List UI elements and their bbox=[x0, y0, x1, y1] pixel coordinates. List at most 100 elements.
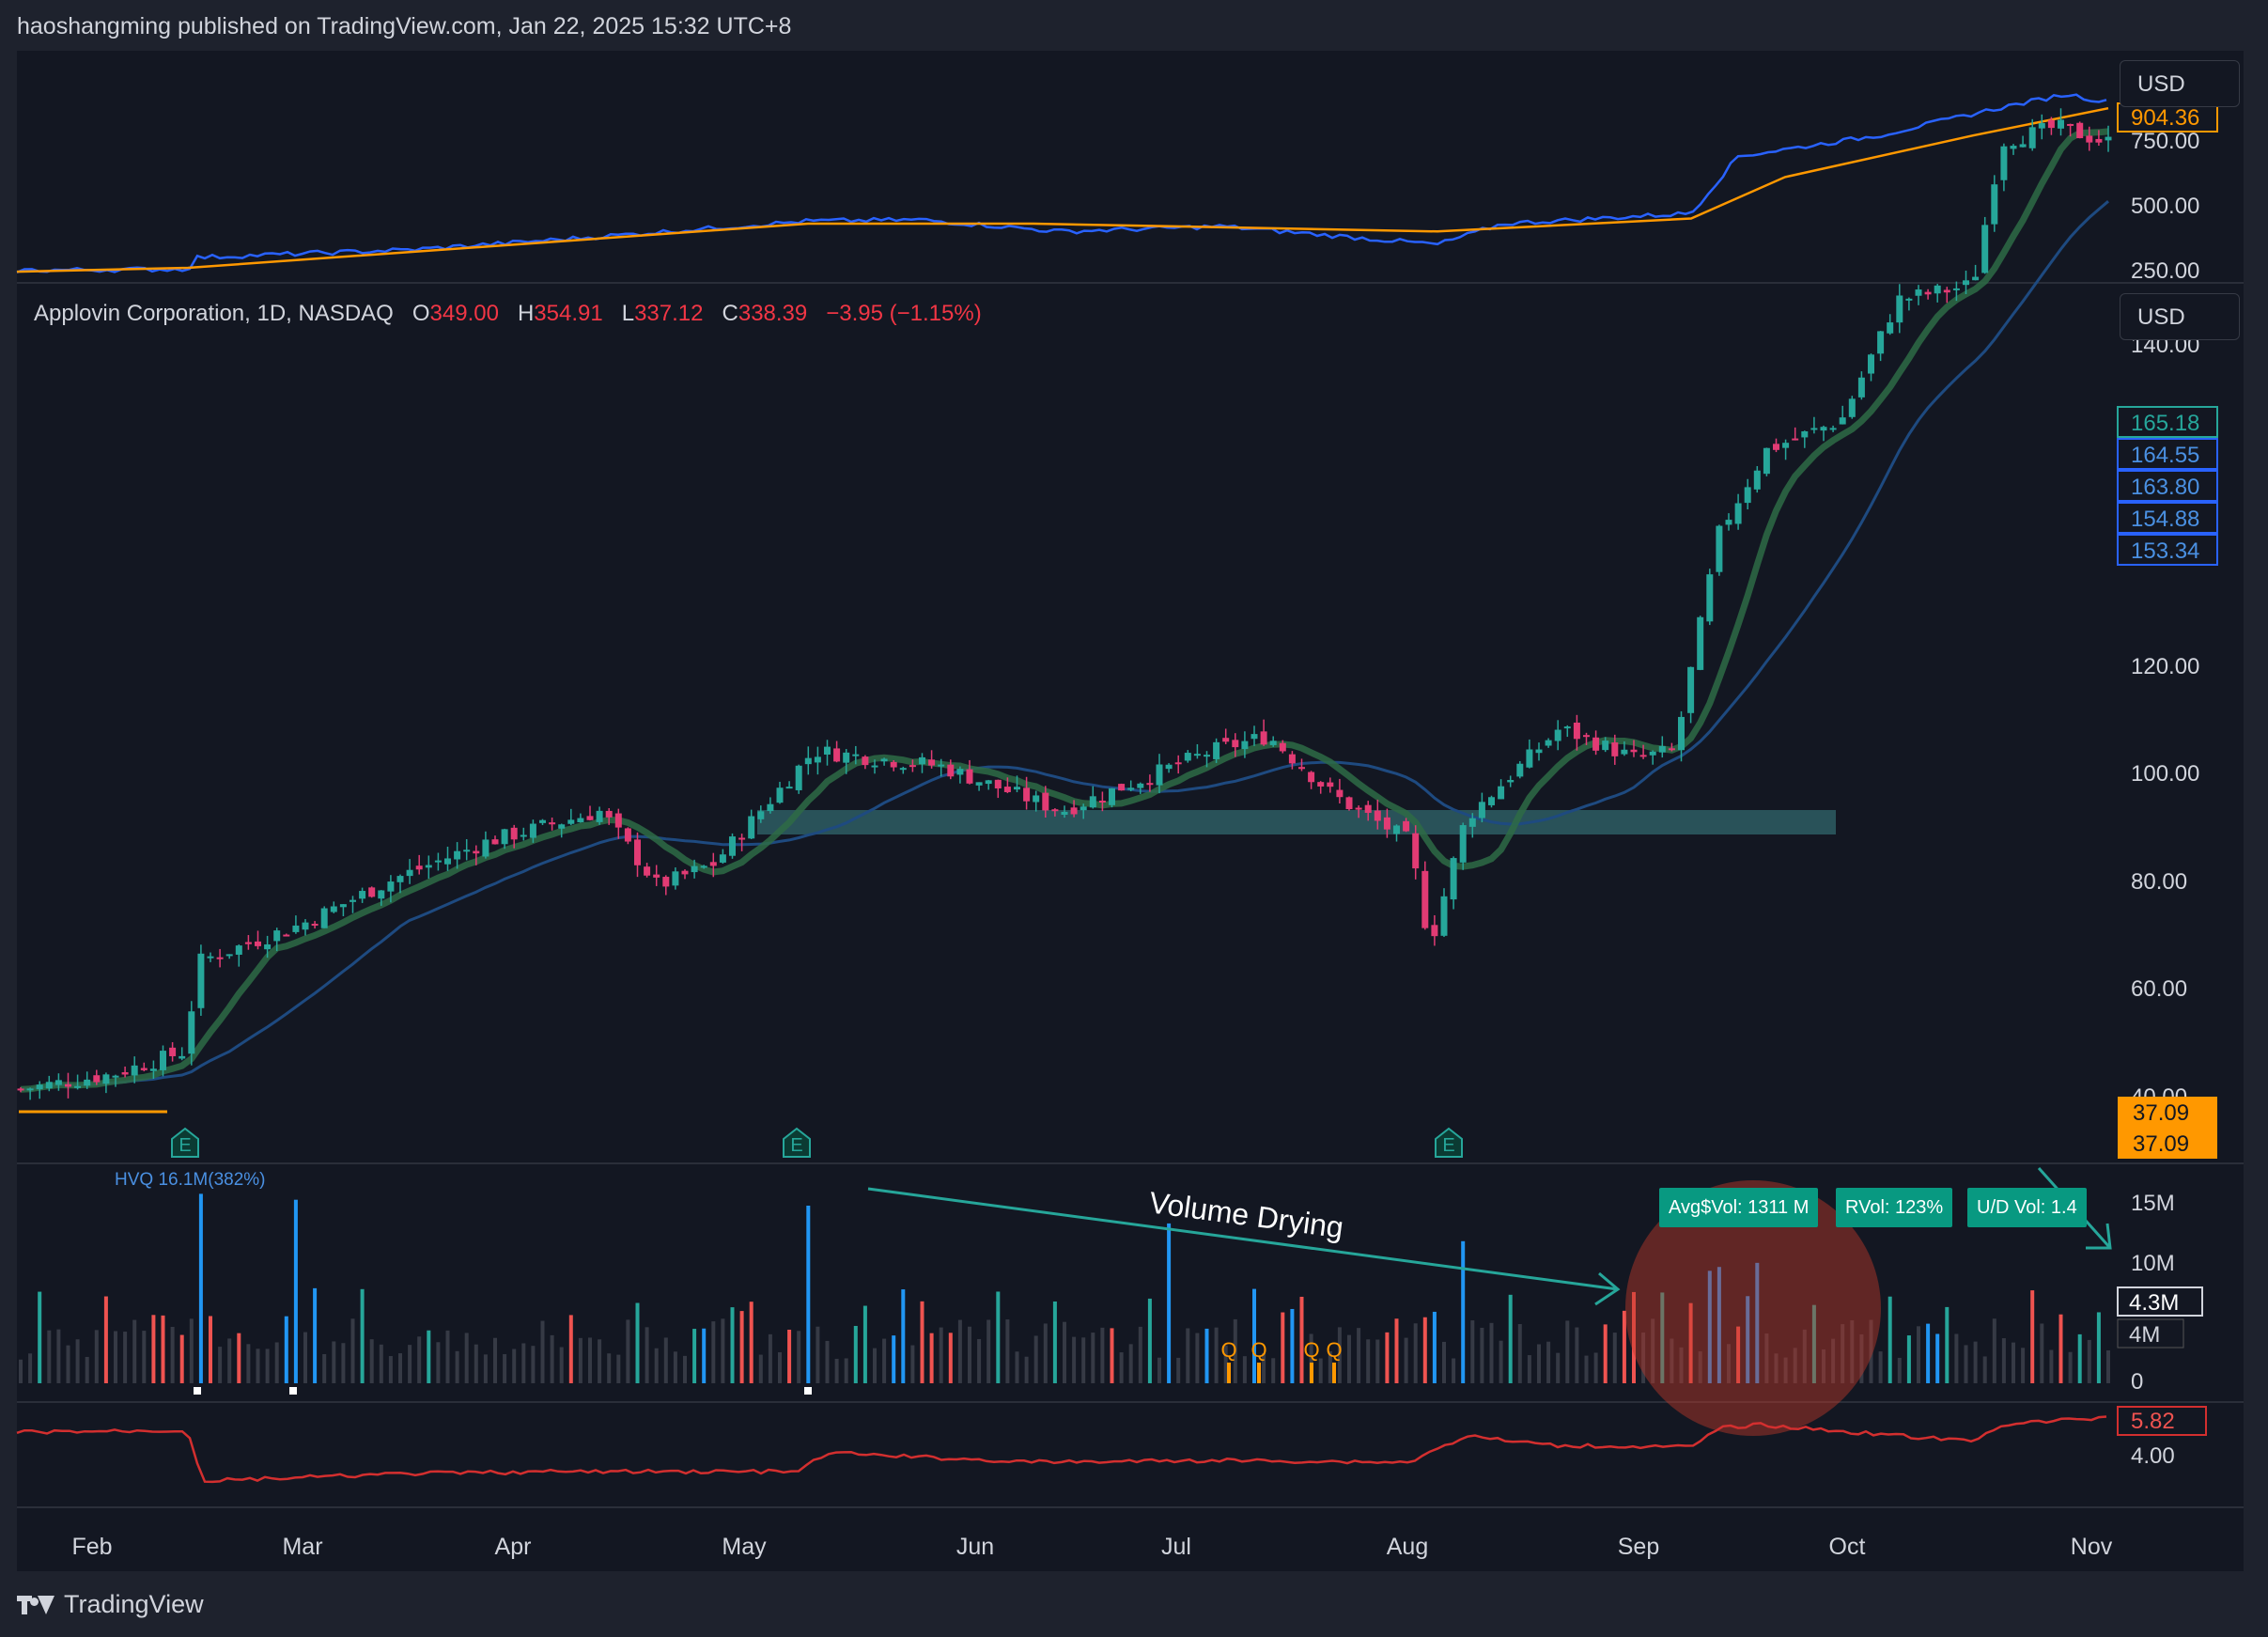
volume-bar bbox=[1612, 1333, 1617, 1383]
candle-body bbox=[1592, 737, 1600, 751]
volume-bar bbox=[1204, 1328, 1209, 1383]
volume-bar bbox=[1537, 1344, 1541, 1383]
candle-body bbox=[1801, 430, 1809, 438]
volume-bar bbox=[521, 1343, 526, 1383]
volume-bar bbox=[218, 1347, 223, 1383]
candle-body bbox=[1763, 447, 1770, 475]
volume-bar bbox=[626, 1319, 630, 1383]
candle-body bbox=[1706, 574, 1714, 622]
volume-bar bbox=[787, 1329, 792, 1383]
candle-body bbox=[1403, 820, 1410, 832]
high-volume-dot bbox=[194, 1387, 201, 1395]
volume-bar bbox=[1366, 1339, 1371, 1383]
top-tick: 250.00 bbox=[2131, 258, 2199, 284]
candle-body bbox=[2038, 123, 2045, 129]
candle-body bbox=[596, 810, 603, 822]
volume-bar bbox=[939, 1327, 943, 1383]
volume-bar bbox=[284, 1316, 288, 1383]
volume-bar bbox=[1679, 1347, 1684, 1383]
volume-bar bbox=[892, 1335, 896, 1383]
legend-low: 337.12 bbox=[634, 301, 704, 326]
earnings-marker-label: E bbox=[179, 1135, 191, 1156]
volume-bar bbox=[663, 1337, 668, 1383]
volume-bar bbox=[635, 1302, 640, 1383]
candle-body bbox=[785, 787, 793, 789]
volume-bar bbox=[1811, 1304, 1816, 1383]
volume-bar bbox=[2077, 1333, 2082, 1383]
volume-bar bbox=[265, 1349, 270, 1383]
candle-body bbox=[871, 765, 878, 768]
candle-body bbox=[1251, 734, 1258, 740]
volume-bar bbox=[1223, 1345, 1228, 1383]
volume-bar bbox=[1328, 1350, 1332, 1383]
candle-body bbox=[454, 850, 461, 860]
candlesticks bbox=[17, 108, 2112, 1100]
volume-bar bbox=[901, 1289, 906, 1383]
candle-body bbox=[1621, 749, 1628, 755]
candle-body bbox=[302, 922, 309, 930]
volume-bar bbox=[1698, 1351, 1702, 1383]
volume-bar bbox=[1774, 1353, 1779, 1383]
candle-body bbox=[1744, 487, 1751, 504]
volume-bar bbox=[1195, 1333, 1200, 1383]
candle-body bbox=[624, 828, 631, 842]
volume-bar bbox=[398, 1353, 402, 1383]
footer-brand[interactable]: TradingView bbox=[17, 1590, 204, 1619]
volume-bar bbox=[1822, 1349, 1825, 1383]
candle-body bbox=[1459, 825, 1467, 863]
volume-bar bbox=[1413, 1323, 1418, 1383]
volume-bar bbox=[578, 1337, 583, 1383]
candle-body bbox=[2076, 122, 2084, 139]
candle-body bbox=[1924, 291, 1932, 295]
candle-body bbox=[283, 934, 290, 937]
candle-body bbox=[1887, 322, 1894, 334]
volume-bar bbox=[1869, 1319, 1873, 1383]
candle-body bbox=[1023, 787, 1031, 802]
volume-bar bbox=[1897, 1357, 1902, 1383]
volume-bar bbox=[1167, 1223, 1172, 1383]
candle-body bbox=[74, 1085, 82, 1088]
candle-body bbox=[1308, 772, 1315, 783]
volume-bar bbox=[436, 1342, 441, 1383]
volume-bar bbox=[1015, 1351, 1019, 1383]
candle-body bbox=[1810, 428, 1818, 430]
candle-body bbox=[938, 764, 945, 767]
candle-body bbox=[359, 891, 366, 899]
volume-bar bbox=[379, 1344, 383, 1383]
candle-body bbox=[501, 829, 508, 845]
volume-bar bbox=[1422, 1317, 1427, 1383]
volume-bar bbox=[408, 1345, 412, 1383]
top-currency-button[interactable]: USD bbox=[2120, 60, 2240, 107]
candle-body bbox=[862, 756, 869, 766]
volume-bar bbox=[274, 1342, 279, 1383]
top-pane bbox=[16, 93, 2109, 273]
volume-bar bbox=[161, 1315, 165, 1383]
volume-bar bbox=[711, 1321, 716, 1383]
candle-body bbox=[2010, 146, 2017, 149]
candle-body bbox=[804, 757, 812, 765]
volume-bar bbox=[816, 1326, 820, 1383]
volume-trend-arrowhead bbox=[1594, 1271, 1621, 1306]
candle-body bbox=[1943, 289, 1950, 293]
candle-body bbox=[1327, 782, 1334, 787]
volume-bar bbox=[1357, 1328, 1361, 1383]
candle-body bbox=[757, 811, 765, 819]
volume-bar bbox=[1138, 1326, 1142, 1383]
volume-bar bbox=[568, 1315, 573, 1383]
candle-body bbox=[1204, 755, 1210, 757]
candle-body bbox=[1972, 276, 1980, 281]
resistance-zone bbox=[757, 810, 1836, 834]
volume-boxed-label-1 bbox=[2117, 1286, 2203, 1317]
price-label: 153.34 bbox=[2131, 538, 2199, 564]
high-volume-dot bbox=[804, 1387, 812, 1395]
bottom-tick: 4.00 bbox=[2131, 1443, 2175, 1469]
main-currency-button[interactable]: USD bbox=[2120, 293, 2240, 340]
volume-arrow-2-head bbox=[2086, 1223, 2112, 1250]
volume-bar bbox=[19, 1359, 23, 1383]
top-axis-ticks: 750.00 500.00 250.00 bbox=[2131, 129, 2199, 284]
volume-bar bbox=[1727, 1344, 1731, 1383]
candle-body bbox=[880, 758, 888, 762]
candle-body bbox=[54, 1080, 62, 1085]
candle-body bbox=[662, 877, 670, 887]
